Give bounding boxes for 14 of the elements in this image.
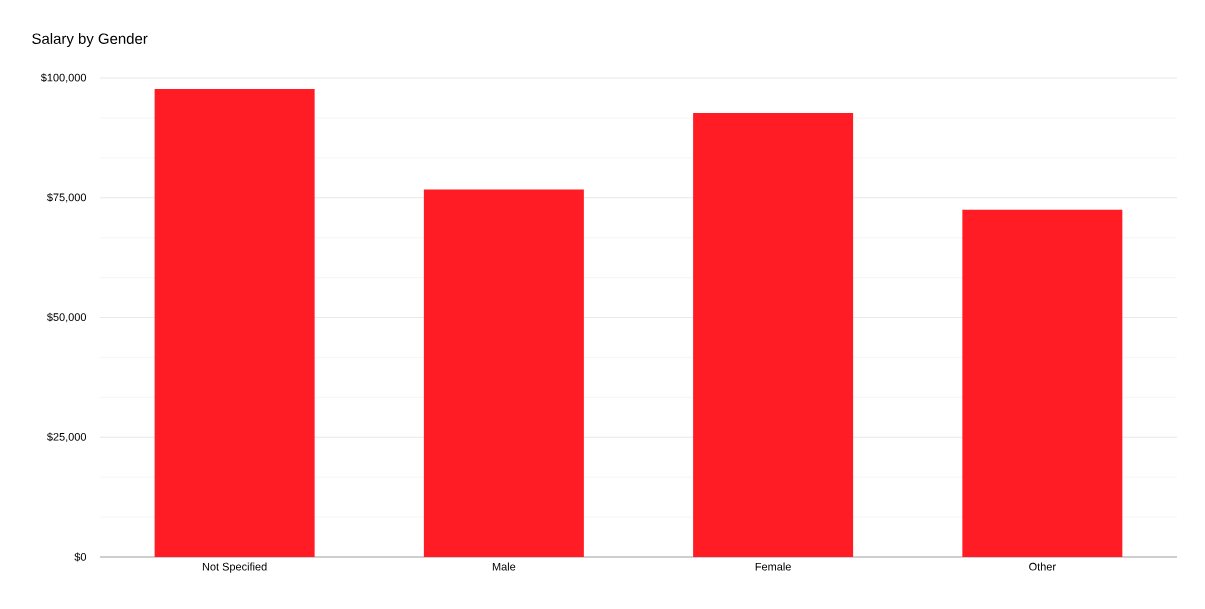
x-tick-label: Not Specified	[202, 562, 267, 573]
bar	[693, 112, 854, 557]
y-tick-label: $25,000	[46, 432, 87, 443]
x-tick-label: Other	[1029, 562, 1056, 571]
bar	[962, 209, 1123, 557]
bar	[423, 189, 584, 557]
y-tick-label: $75,000	[46, 192, 87, 203]
x-tick-label: Female	[755, 562, 791, 571]
y-tick-label: $100,000	[40, 73, 87, 83]
y-tick-label: $0	[74, 552, 87, 562]
x-tick-label: Male	[492, 562, 516, 571]
chart-title: Salary by Gender	[32, 33, 148, 47]
y-tick-label: $50,000	[46, 312, 87, 323]
bar	[154, 89, 315, 557]
